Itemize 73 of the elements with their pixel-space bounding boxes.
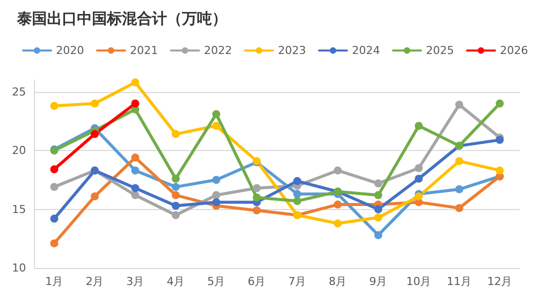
point [212,110,220,118]
point [212,176,220,184]
point [374,205,382,214]
point [172,211,180,220]
x-tick-label: 8月 [328,275,347,288]
point [334,166,342,174]
point [293,197,302,206]
y-tick-label: 10 [12,262,26,274]
point [496,100,504,108]
point [414,164,423,172]
x-tick-label: 9月 [369,275,388,288]
point [455,157,464,166]
legend-label: 2022 [204,44,232,57]
point [131,100,140,108]
x-tick-label: 6月 [248,275,266,288]
point [252,194,261,202]
point [172,130,180,138]
point [90,100,99,108]
point [293,177,302,186]
y-tick-label: 20 [12,144,26,157]
point [131,78,140,86]
legend-label: 2024 [352,44,380,57]
point [252,184,261,192]
point [414,122,423,130]
point [50,102,58,110]
point [374,179,382,188]
point [334,200,342,209]
legend-label: 2025 [426,44,454,57]
y-tick-label: 15 [12,202,26,216]
point [374,191,382,200]
x-tick-label: 3月 [126,275,144,288]
point [131,166,140,174]
point [212,191,220,200]
point [293,190,302,198]
legend-label: 2021 [130,44,158,57]
point [455,100,464,109]
point [90,130,99,138]
x-tick-label: 4月 [166,275,185,288]
chart-title: 泰国出口中国标混合计（万吨） [16,10,227,28]
point [131,184,140,192]
point [131,154,140,162]
x-tick-label: 10月 [406,275,432,288]
point [131,191,140,200]
x-tick-label: 11月 [446,275,472,288]
point [172,182,180,191]
point [172,174,180,183]
point [172,191,180,200]
point [455,185,464,194]
point [50,182,58,191]
point [455,204,464,212]
point [414,174,423,183]
point [50,239,58,248]
point [374,213,382,222]
point [50,165,58,174]
legend-label: 2026 [500,44,528,57]
point [374,231,382,240]
x-tick-label: 1月 [45,275,64,288]
y-tick-label: 25 [12,85,26,98]
point [252,206,261,214]
point [90,192,99,200]
x-tick-label: 7月 [288,275,306,288]
point [496,166,504,174]
point [334,219,342,228]
x-tick-label: 2月 [86,275,104,288]
x-tick-label: 5月 [207,275,226,288]
x-tick-label: 12月 [487,275,512,288]
point [172,202,180,210]
legend-label: 2023 [278,44,306,57]
point [212,198,220,206]
legend-label: 2020 [56,44,84,57]
point [414,192,423,200]
point [50,214,58,223]
point [212,122,220,130]
